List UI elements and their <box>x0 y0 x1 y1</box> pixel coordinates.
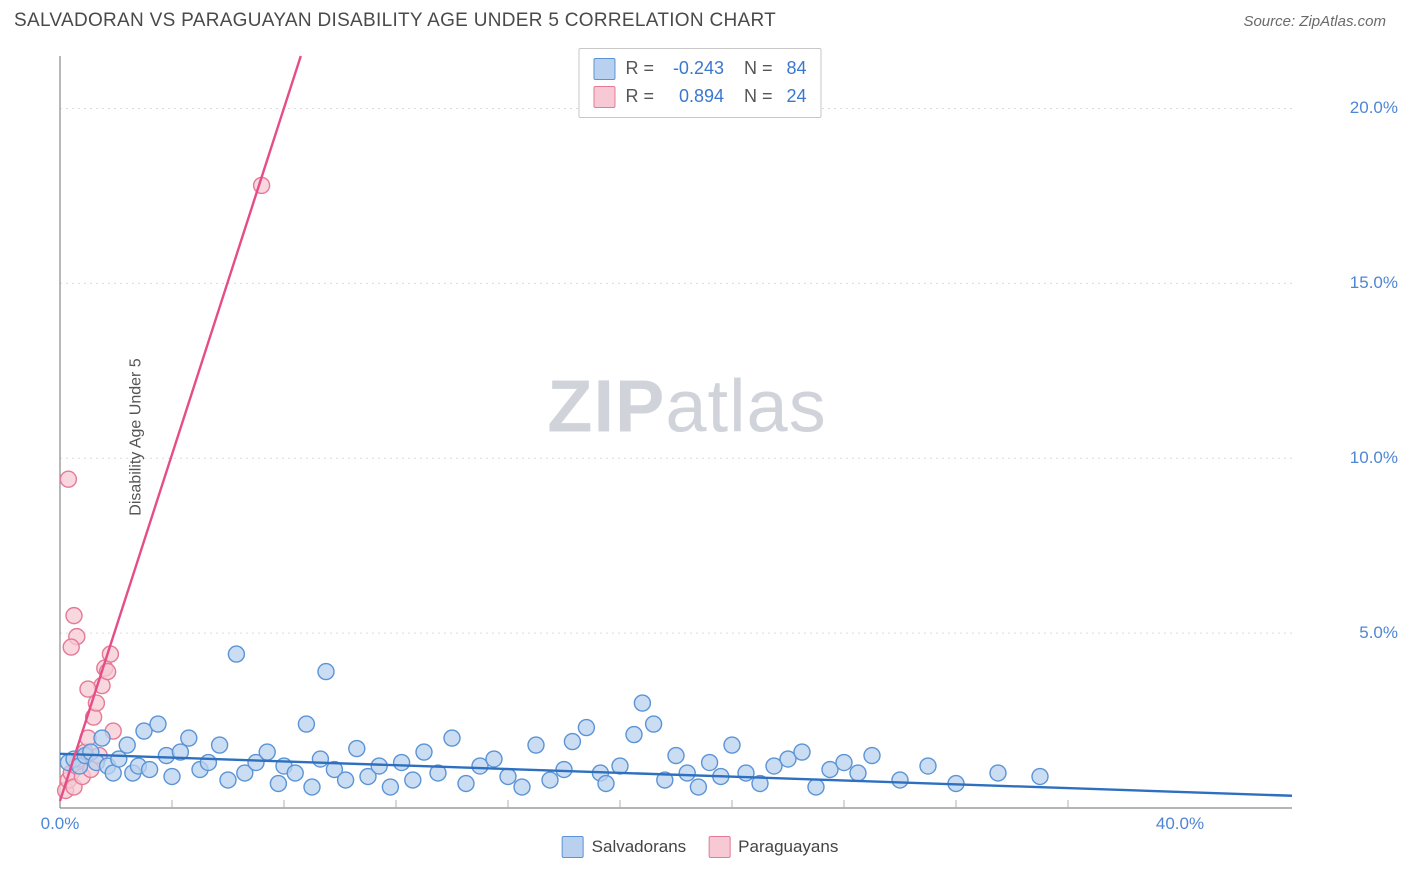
stats-legend-box: R = -0.243 N = 84 R = 0.894 N = 24 <box>578 48 821 118</box>
y-axis-label: Disability Age Under 5 <box>128 358 146 515</box>
stat-n-label: N = <box>734 55 773 83</box>
legend-label-salvadorans: Salvadorans <box>592 837 687 857</box>
legend-swatch-salvadorans <box>562 836 584 858</box>
legend-swatch-paraguayans <box>708 836 730 858</box>
stat-r-label: R = <box>625 55 654 83</box>
legend-label-paraguayans: Paraguayans <box>738 837 838 857</box>
stat-r-salvadorans: -0.243 <box>664 55 724 83</box>
stat-r-paraguayans: 0.894 <box>664 83 724 111</box>
legend-item-salvadorans: Salvadorans <box>562 836 687 858</box>
legend-item-paraguayans: Paraguayans <box>708 836 838 858</box>
series-legend: Salvadorans Paraguayans <box>562 836 839 858</box>
x-tick-label: 40.0% <box>1156 814 1204 834</box>
y-tick-label: 5.0% <box>1359 623 1398 643</box>
y-tick-label: 15.0% <box>1350 273 1398 293</box>
stat-n-label: N = <box>734 83 773 111</box>
scatter-plot: Disability Age Under 5 ZIPatlas R = -0.2… <box>50 48 1350 826</box>
swatch-paraguayans <box>593 86 615 108</box>
stat-n-paraguayans: 24 <box>787 83 807 111</box>
chart-svg <box>50 48 1350 826</box>
stats-row-paraguayans: R = 0.894 N = 24 <box>593 83 806 111</box>
swatch-salvadorans <box>593 58 615 80</box>
y-tick-label: 20.0% <box>1350 98 1398 118</box>
stat-r-label: R = <box>625 83 654 111</box>
x-tick-label: 0.0% <box>41 814 80 834</box>
source-attribution: Source: ZipAtlas.com <box>1243 13 1386 30</box>
y-tick-label: 10.0% <box>1350 448 1398 468</box>
chart-title: SALVADORAN VS PARAGUAYAN DISABILITY AGE … <box>14 10 776 32</box>
stat-n-salvadorans: 84 <box>787 55 807 83</box>
stats-row-salvadorans: R = -0.243 N = 84 <box>593 55 806 83</box>
